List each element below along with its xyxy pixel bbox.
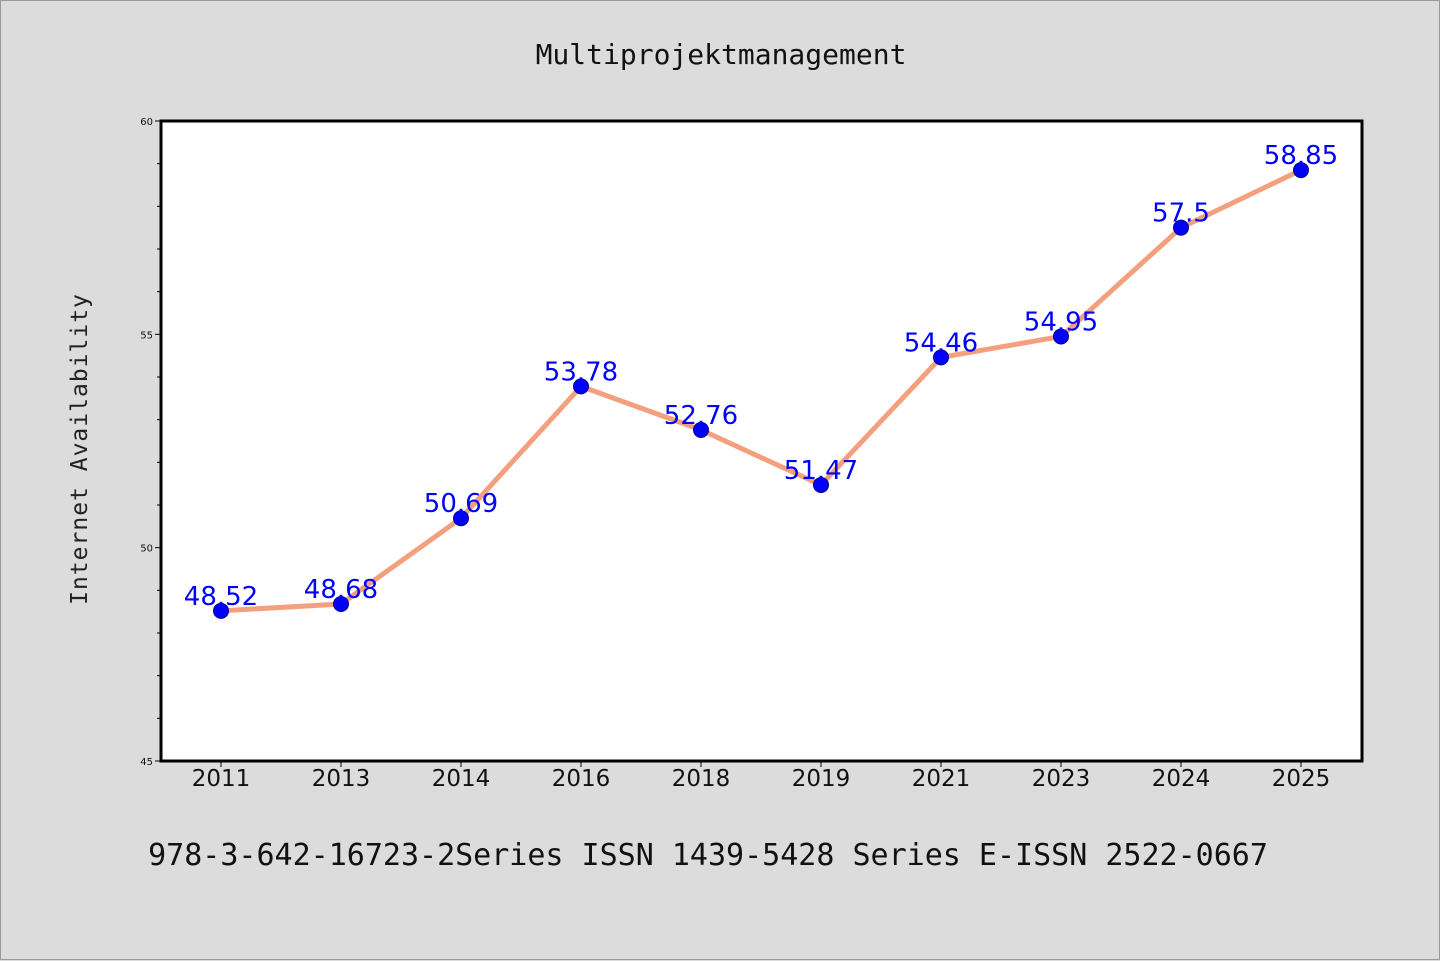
data-point [333,595,349,612]
y-axis-label: Internet Availability [67,293,93,605]
x-tick-label: 2016 [552,766,611,792]
data-label: 52.76 [664,401,738,431]
data-label: 57.5 [1152,199,1210,229]
x-tick-label: 2011 [192,766,251,792]
y-tick-label: 60 [140,117,153,128]
data-point [453,510,469,527]
y-tick-label: 55 [140,330,153,341]
y-axis: 45 50 55 60 [140,117,161,768]
x-tick-label: 2018 [672,766,731,792]
data-label: 58.85 [1264,141,1338,171]
data-point [933,349,949,366]
y-tick-label: 50 [140,544,153,555]
data-point [813,476,829,493]
series-line [218,167,1304,614]
chart-title: Multiprojektmanagement [536,38,907,71]
data-point [1053,328,1069,345]
y-tick-label: 45 [140,757,153,768]
x-tick-label: 2019 [792,766,851,792]
x-tick-label: 2021 [912,766,971,792]
x-tick-label: 2023 [1032,766,1091,792]
x-axis: 2011 2013 2014 2016 2018 2019 2021 2023 2024 2025 [192,761,1331,792]
x-tick-label: 2024 [1152,766,1211,792]
data-label: 54.95 [1024,307,1098,337]
data-point [1293,162,1309,179]
plot-area [161,121,1362,761]
footer-text: 978-3-642-16723-2Series ISSN 1439-5428 S… [148,838,1268,873]
x-tick-label: 2025 [1272,766,1331,792]
data-point [693,421,709,438]
data-label: 48.52 [184,582,258,612]
data-point [1173,219,1189,236]
data-label: 51.47 [784,456,858,486]
data-point [213,602,229,619]
plot-border [159,119,1364,763]
data-label: 48.68 [304,575,378,605]
data-label: 50.69 [424,489,498,519]
data-label: 53.78 [544,357,618,387]
data-point [573,378,589,395]
series-line-group [213,162,1309,619]
data-label: 54.46 [904,328,978,358]
data-labels: 48.52 48.68 50.69 53.78 52.76 51.47 54.46 54.95… [184,141,1338,612]
x-tick-label: 2013 [312,766,371,792]
x-tick-label: 2014 [432,766,491,792]
